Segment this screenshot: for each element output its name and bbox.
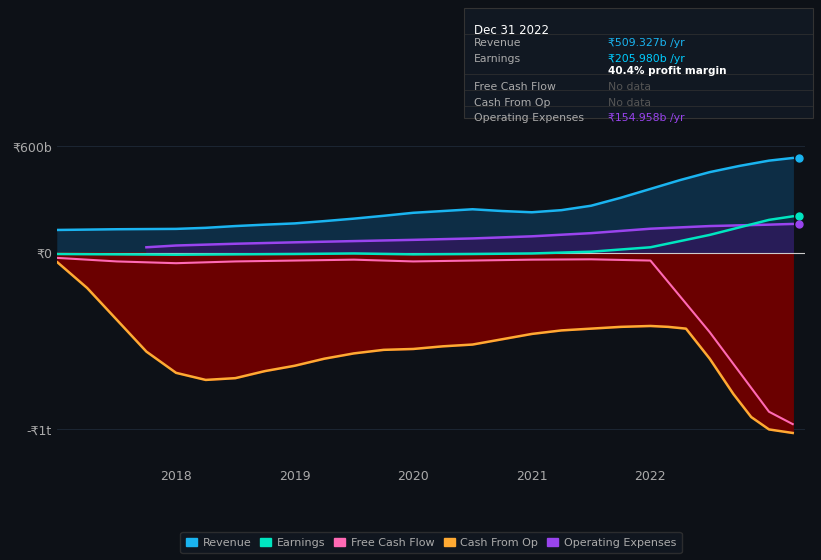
Text: Operating Expenses: Operating Expenses: [474, 114, 584, 123]
Text: Earnings: Earnings: [474, 54, 521, 64]
Text: Dec 31 2022: Dec 31 2022: [474, 24, 548, 37]
Text: ₹154.958b /yr: ₹154.958b /yr: [608, 114, 684, 123]
Text: Revenue: Revenue: [474, 38, 521, 48]
Text: Cash From Op: Cash From Op: [474, 98, 550, 108]
Text: No data: No data: [608, 98, 650, 108]
Legend: Revenue, Earnings, Free Cash Flow, Cash From Op, Operating Expenses: Revenue, Earnings, Free Cash Flow, Cash …: [181, 532, 681, 553]
Text: Free Cash Flow: Free Cash Flow: [474, 82, 556, 92]
Text: No data: No data: [608, 82, 650, 92]
Text: ₹509.327b /yr: ₹509.327b /yr: [608, 38, 684, 48]
Text: 40.4% profit margin: 40.4% profit margin: [608, 67, 726, 76]
Text: ₹205.980b /yr: ₹205.980b /yr: [608, 54, 684, 64]
